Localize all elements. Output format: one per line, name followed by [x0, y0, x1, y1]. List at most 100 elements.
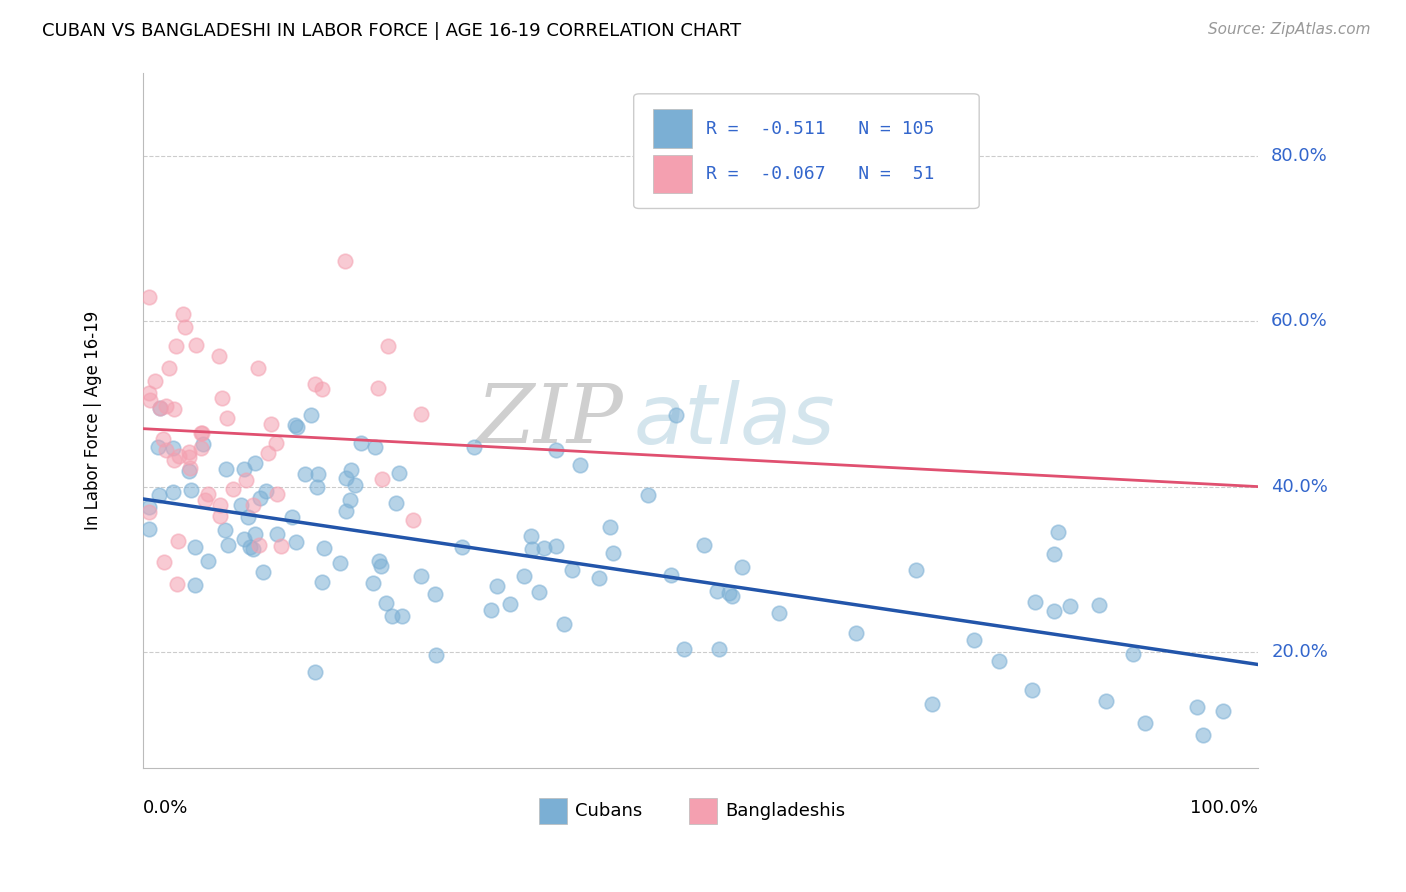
Point — [152, 432, 174, 446]
Point — [707, 642, 730, 657]
Point — [167, 534, 190, 549]
Point — [183, 577, 205, 591]
Point — [602, 546, 624, 560]
Point — [177, 464, 200, 478]
Text: R =  -0.067   N =  51: R = -0.067 N = 51 — [706, 165, 935, 183]
Point — [391, 609, 413, 624]
Point — [377, 339, 399, 353]
Point — [307, 467, 329, 481]
Point — [184, 541, 207, 555]
Point — [243, 456, 266, 470]
Point — [179, 461, 201, 475]
Point — [284, 418, 307, 433]
Point — [236, 510, 259, 524]
Point — [717, 586, 740, 600]
Point — [706, 583, 728, 598]
Point — [1024, 595, 1046, 609]
Point — [233, 532, 256, 546]
Point — [138, 522, 160, 536]
Point — [485, 579, 508, 593]
Point — [266, 487, 288, 501]
Point — [1046, 524, 1069, 539]
Point — [197, 487, 219, 501]
Point — [138, 506, 160, 520]
Point — [409, 568, 432, 582]
Point — [155, 443, 177, 458]
Point — [659, 568, 682, 582]
Point — [157, 361, 180, 376]
Text: 80.0%: 80.0% — [1271, 146, 1327, 165]
Point — [335, 253, 357, 268]
Point — [232, 462, 254, 476]
Point — [335, 471, 357, 485]
Point — [731, 560, 754, 574]
Point — [381, 609, 404, 624]
Point — [1042, 548, 1064, 562]
Point — [138, 386, 160, 401]
Point — [370, 558, 392, 573]
Point — [284, 535, 307, 549]
Point — [146, 440, 169, 454]
Point — [311, 574, 333, 589]
Point — [1185, 699, 1208, 714]
Point — [304, 376, 326, 391]
Point — [425, 648, 447, 662]
Point — [242, 498, 264, 512]
Point — [520, 529, 543, 543]
Point — [190, 441, 212, 455]
Point — [190, 426, 212, 441]
Point — [138, 290, 160, 304]
Point — [229, 498, 252, 512]
Point — [162, 442, 184, 456]
Point — [180, 483, 202, 497]
Point — [513, 569, 536, 583]
Point — [561, 563, 583, 577]
Point — [1059, 599, 1081, 614]
Point — [721, 590, 744, 604]
Point — [270, 539, 292, 553]
Point — [388, 467, 411, 481]
Point — [665, 408, 688, 422]
Point — [162, 402, 184, 417]
Point — [184, 338, 207, 352]
Point — [311, 383, 333, 397]
Point — [179, 450, 201, 464]
Point — [215, 462, 238, 476]
Point — [208, 349, 231, 363]
Point — [522, 542, 544, 557]
Text: Cubans: Cubans — [575, 802, 643, 820]
Point — [1094, 693, 1116, 707]
Point — [215, 411, 238, 425]
FancyBboxPatch shape — [652, 110, 692, 148]
Text: ZIP: ZIP — [475, 380, 623, 460]
Point — [546, 443, 568, 458]
Point — [375, 596, 398, 610]
Point — [340, 462, 363, 476]
Point — [214, 523, 236, 537]
Text: CUBAN VS BANGLADESHI IN LABOR FORCE | AGE 16-19 CORRELATION CHART: CUBAN VS BANGLADESHI IN LABOR FORCE | AG… — [42, 22, 741, 40]
Text: 0.0%: 0.0% — [143, 799, 188, 817]
Point — [149, 401, 172, 416]
Point — [174, 319, 197, 334]
Point — [371, 472, 394, 486]
Point — [166, 577, 188, 591]
Point — [463, 440, 485, 454]
Point — [533, 541, 555, 556]
Point — [904, 563, 927, 577]
Point — [163, 453, 186, 467]
Text: 100.0%: 100.0% — [1189, 799, 1258, 817]
Point — [149, 401, 172, 416]
Point — [546, 539, 568, 553]
Point — [329, 557, 352, 571]
Point — [409, 407, 432, 421]
Point — [169, 450, 191, 464]
Point — [1122, 647, 1144, 661]
Point — [222, 482, 245, 496]
Point — [247, 538, 270, 552]
Point — [363, 440, 385, 454]
Point — [963, 632, 986, 647]
Point — [307, 480, 329, 494]
Point — [139, 393, 162, 408]
Point — [921, 698, 943, 712]
Text: Source: ZipAtlas.com: Source: ZipAtlas.com — [1208, 22, 1371, 37]
